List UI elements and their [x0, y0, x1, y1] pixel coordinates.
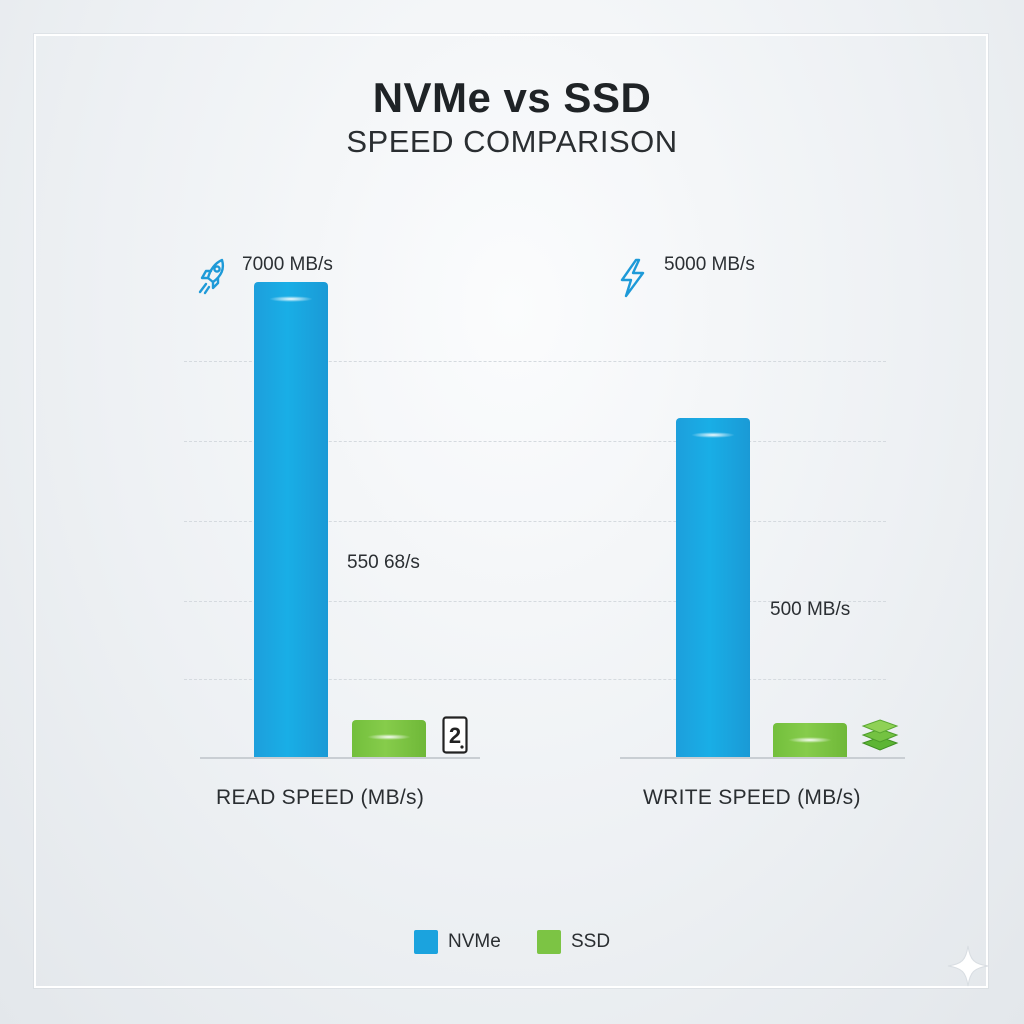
- bar-ssd-write-label: 500 MB/s: [770, 599, 851, 620]
- rocket-icon: [196, 256, 230, 301]
- chart-frame: [34, 34, 988, 988]
- bar-ssd-write: [773, 723, 847, 757]
- legend-swatch-nvme: [414, 930, 438, 954]
- bar-ssd-read-label: 550 68/s: [347, 552, 420, 573]
- gridline: [184, 679, 886, 680]
- bar-nvme-read-label: 7000 MB/s: [242, 254, 333, 275]
- legend-swatch-ssd: [537, 930, 561, 954]
- legend-item-nvme: NVMe: [414, 929, 501, 955]
- bar-ssd-read: [352, 720, 426, 757]
- category-label-read: READ SPEED (MB/s): [216, 786, 425, 809]
- bar-nvme-read: [254, 282, 328, 757]
- sparkle-icon: [946, 944, 990, 993]
- layers-icon: [859, 716, 901, 757]
- category-label-write: WRITE SPEED (MB/s): [643, 786, 861, 809]
- legend-item-ssd: SSD: [537, 929, 610, 955]
- chart-subtitle: SPEED COMPARISON: [346, 124, 678, 159]
- write-group-baseline: [620, 757, 905, 759]
- hard-drive-icon-glyph: 2: [449, 723, 461, 748]
- legend-label-nvme: NVMe: [448, 931, 501, 952]
- gridline: [184, 521, 886, 522]
- bar-nvme-write: [676, 418, 750, 757]
- read-group-baseline: [200, 757, 480, 759]
- gridline: [184, 441, 886, 442]
- gridline: [184, 601, 886, 602]
- hard-drive-icon: 2: [442, 716, 468, 759]
- lightning-icon: [617, 258, 647, 303]
- gridline: [184, 361, 886, 362]
- legend-label-ssd: SSD: [571, 931, 611, 952]
- legend: NVMe SSD: [0, 929, 1024, 955]
- chart-title: NVMe vs SSD: [372, 74, 652, 121]
- bar-nvme-write-label: 5000 MB/s: [664, 254, 755, 275]
